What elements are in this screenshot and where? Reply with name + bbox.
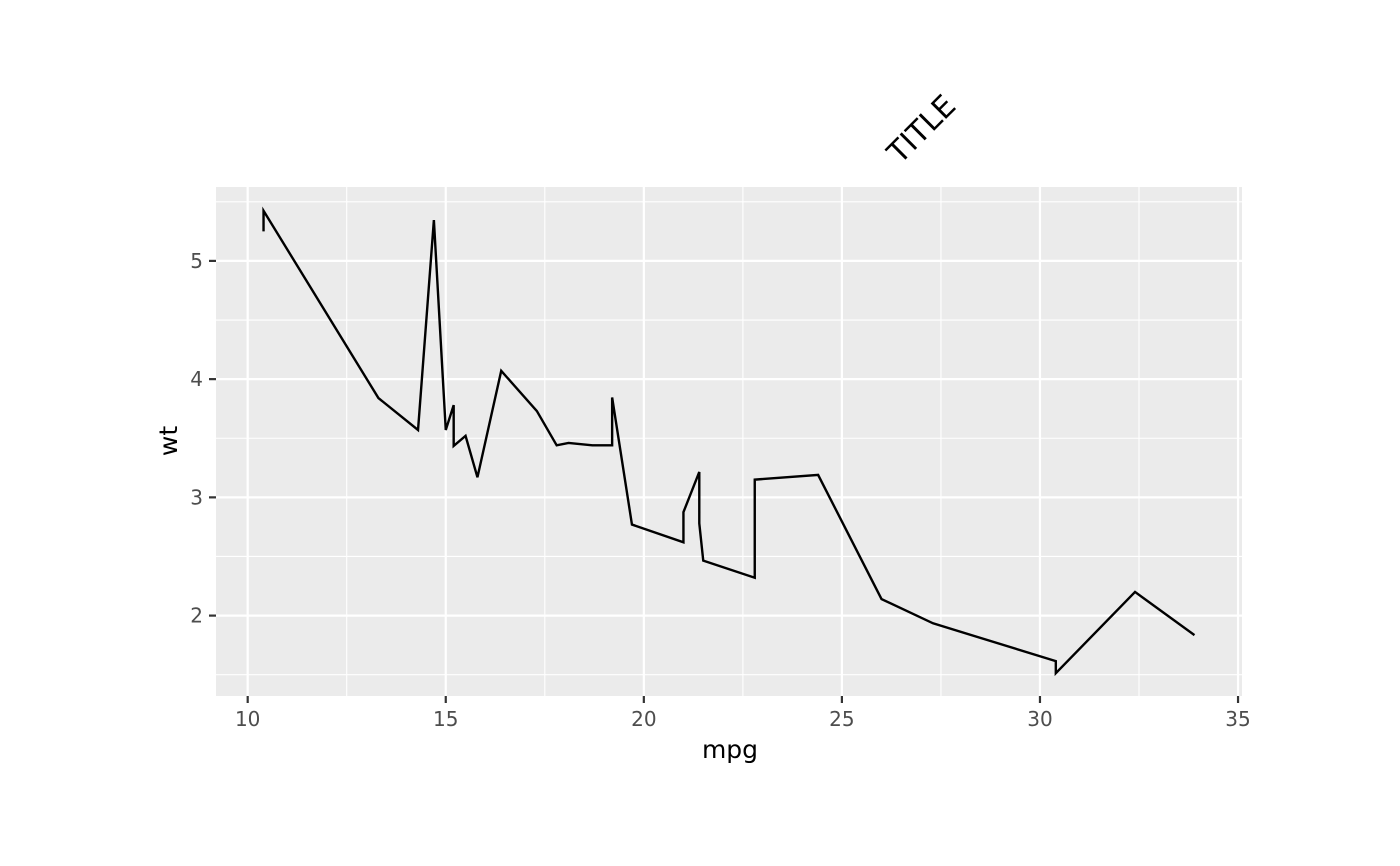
y-tick-label: 2 [190,604,203,628]
x-axis-title: mpg [702,735,758,764]
major-grid [216,187,1242,696]
series-line [262,206,1196,677]
y-axis: 2 3 4 5 [190,249,216,628]
y-tick-label: 5 [190,249,203,273]
y-axis-title: wt [154,426,183,456]
x-tick-label: 15 [433,707,458,731]
x-tick-label: 20 [631,707,656,731]
plot-panel [216,187,1242,696]
series-layer [262,206,1196,677]
x-axis: 10 15 20 25 30 35 [235,696,1251,731]
x-tick-label: 30 [1027,707,1052,731]
chart-title: TITLE [880,89,963,172]
x-tick-label: 25 [829,707,854,731]
minor-grid [216,187,1242,696]
x-tick-label: 35 [1225,707,1250,731]
x-tick-label: 10 [235,707,260,731]
y-tick-label: 4 [190,367,203,391]
y-tick-label: 3 [190,485,203,509]
